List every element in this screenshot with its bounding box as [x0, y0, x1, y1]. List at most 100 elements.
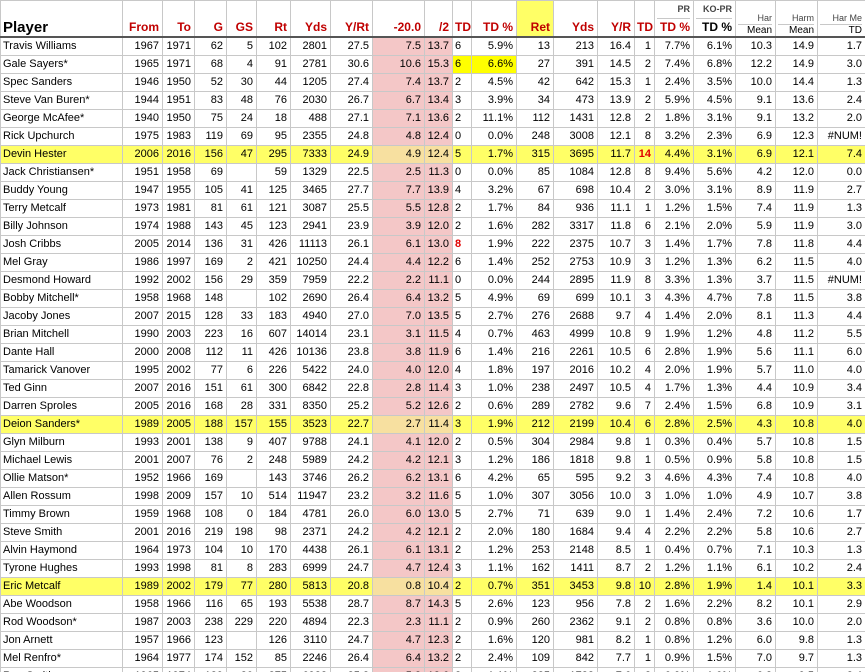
tdpct2-cell[interactable]: 4.3% — [654, 289, 694, 308]
rt-cell[interactable]: 275 — [256, 667, 291, 672]
harme-cell[interactable]: 0.0 — [817, 163, 865, 182]
to-cell[interactable]: 2002 — [162, 271, 195, 290]
harm-cell[interactable]: 11.5 — [775, 289, 818, 308]
minus20-cell[interactable]: 6.1 — [372, 541, 425, 560]
tdpct2-cell[interactable]: 1.6% — [654, 595, 694, 614]
harm-cell[interactable]: 11.3 — [775, 307, 818, 326]
yrt-cell[interactable]: 24.1 — [330, 433, 373, 452]
yrt-cell[interactable]: 26.1 — [330, 541, 373, 560]
td2-cell[interactable]: 4 — [634, 523, 655, 542]
header-ret[interactable]: Ret — [516, 0, 554, 38]
td-cell[interactable]: 5 — [452, 595, 472, 614]
minus20-cell[interactable]: 10.6 — [372, 55, 425, 74]
yrt-cell[interactable]: 23.1 — [330, 325, 373, 344]
kopr-cell[interactable]: 3.1% — [693, 145, 736, 164]
g-cell[interactable]: 116 — [194, 595, 227, 614]
ret-cell[interactable]: 67 — [516, 181, 554, 200]
to-cell[interactable]: 1974 — [162, 667, 195, 672]
tdpct2-cell[interactable]: 2.8% — [654, 415, 694, 434]
harme-cell[interactable]: 3.8 — [817, 289, 865, 308]
harme-cell[interactable]: 2.0 — [817, 613, 865, 632]
to-cell[interactable]: 2003 — [162, 325, 195, 344]
rt-cell[interactable]: 155 — [256, 415, 291, 434]
tdpct-cell[interactable]: 1.6% — [471, 217, 517, 236]
from-cell[interactable]: 2000 — [122, 343, 163, 362]
div2-cell[interactable]: 13.5 — [424, 307, 453, 326]
yrt-cell[interactable]: 20.8 — [330, 577, 373, 596]
tdpct2-cell[interactable]: 3.3% — [654, 271, 694, 290]
harme-cell[interactable]: #NUM! — [817, 271, 865, 290]
kopr-cell[interactable]: 1.5% — [693, 649, 736, 668]
g-cell[interactable]: 68 — [194, 55, 227, 74]
g-cell[interactable]: 219 — [194, 523, 227, 542]
yrt-cell[interactable]: 22.8 — [330, 379, 373, 398]
yds-cell[interactable]: 11947 — [290, 487, 331, 506]
rt-cell[interactable]: 280 — [256, 577, 291, 596]
gs-cell[interactable]: 157 — [226, 415, 257, 434]
tdpct-cell[interactable]: 1.0% — [471, 379, 517, 398]
minus20-cell[interactable]: 4.1 — [372, 433, 425, 452]
minus20-cell[interactable]: 7.5 — [372, 36, 425, 56]
kopr-cell[interactable]: 1.5% — [693, 397, 736, 416]
tdpct2-cell[interactable]: 1.2% — [654, 199, 694, 218]
yds-cell[interactable]: 4438 — [290, 541, 331, 560]
player-cell[interactable]: Darren Sproles — [0, 397, 123, 416]
kopr-cell[interactable]: 0.4% — [693, 433, 736, 452]
to-cell[interactable]: 2016 — [162, 379, 195, 398]
yrt-cell[interactable]: 26.4 — [330, 649, 373, 668]
harm-cell[interactable]: 12.0 — [775, 163, 818, 182]
kopr-cell[interactable]: 0.7% — [693, 541, 736, 560]
yds-cell[interactable]: 6842 — [290, 379, 331, 398]
harme-cell[interactable]: 1.3 — [817, 631, 865, 650]
from-cell[interactable]: 1974 — [122, 217, 163, 236]
yds-cell[interactable]: 4781 — [290, 505, 331, 524]
td-cell[interactable]: 6 — [452, 36, 472, 56]
harme-cell[interactable]: 3.0 — [817, 217, 865, 236]
td-cell[interactable]: 5 — [452, 307, 472, 326]
tdpct-cell[interactable]: 2.6% — [471, 595, 517, 614]
yds-cell[interactable]: 4894 — [290, 613, 331, 632]
tdpct2-cell[interactable]: 0.4% — [654, 541, 694, 560]
minus20-cell[interactable]: 5.2 — [372, 667, 425, 672]
tdpct2-cell[interactable]: 1.7% — [654, 379, 694, 398]
yds-cell[interactable]: 10136 — [290, 343, 331, 362]
yrt-cell[interactable]: 27.5 — [330, 36, 373, 56]
harme-cell[interactable]: 1.3 — [817, 73, 865, 92]
harme-cell[interactable]: 4.4 — [817, 235, 865, 254]
g-cell[interactable]: 148 — [194, 289, 227, 308]
harmean-cell[interactable]: 3.7 — [735, 271, 776, 290]
g-cell[interactable]: 169 — [194, 469, 227, 488]
yds2-cell[interactable]: 842 — [553, 649, 598, 668]
to-cell[interactable]: 1977 — [162, 649, 195, 668]
yds-cell[interactable]: 11113 — [290, 235, 331, 254]
yr-cell[interactable]: 10.7 — [597, 235, 635, 254]
td2-cell[interactable]: 9 — [634, 325, 655, 344]
tdpct-cell[interactable]: 0.5% — [471, 433, 517, 452]
harme-cell[interactable]: 4.0 — [817, 469, 865, 488]
yr-cell[interactable]: 10.1 — [597, 289, 635, 308]
yr-cell[interactable]: 9.4 — [597, 523, 635, 542]
from-cell[interactable]: 1958 — [122, 289, 163, 308]
td-cell[interactable]: 2 — [452, 613, 472, 632]
yds-cell[interactable]: 5989 — [290, 451, 331, 470]
from-cell[interactable]: 1967 — [122, 36, 163, 56]
g-cell[interactable]: 169 — [194, 253, 227, 272]
rt-cell[interactable]: 85 — [256, 649, 291, 668]
to-cell[interactable]: 2014 — [162, 235, 195, 254]
header-td[interactable]: TD — [452, 0, 472, 38]
ret-cell[interactable]: 112 — [516, 109, 554, 128]
yrt-cell[interactable]: 23.2 — [330, 487, 373, 506]
to-cell[interactable]: 1958 — [162, 163, 195, 182]
div2-cell[interactable]: 11.9 — [424, 343, 453, 362]
yrt-cell[interactable]: 27.0 — [330, 307, 373, 326]
rt-cell[interactable]: 300 — [256, 379, 291, 398]
kopr-cell[interactable]: 4.5% — [693, 91, 736, 110]
harme-cell[interactable]: 2.4 — [817, 559, 865, 578]
yr-cell[interactable]: 9.0 — [597, 505, 635, 524]
rt-cell[interactable]: 125 — [256, 181, 291, 200]
div2-cell[interactable]: 13.0 — [424, 505, 453, 524]
tdpct-cell[interactable]: 1.6% — [471, 631, 517, 650]
td-cell[interactable]: 2 — [452, 397, 472, 416]
tdpct-cell[interactable]: 1.4% — [471, 253, 517, 272]
div2-cell[interactable]: 14.3 — [424, 595, 453, 614]
